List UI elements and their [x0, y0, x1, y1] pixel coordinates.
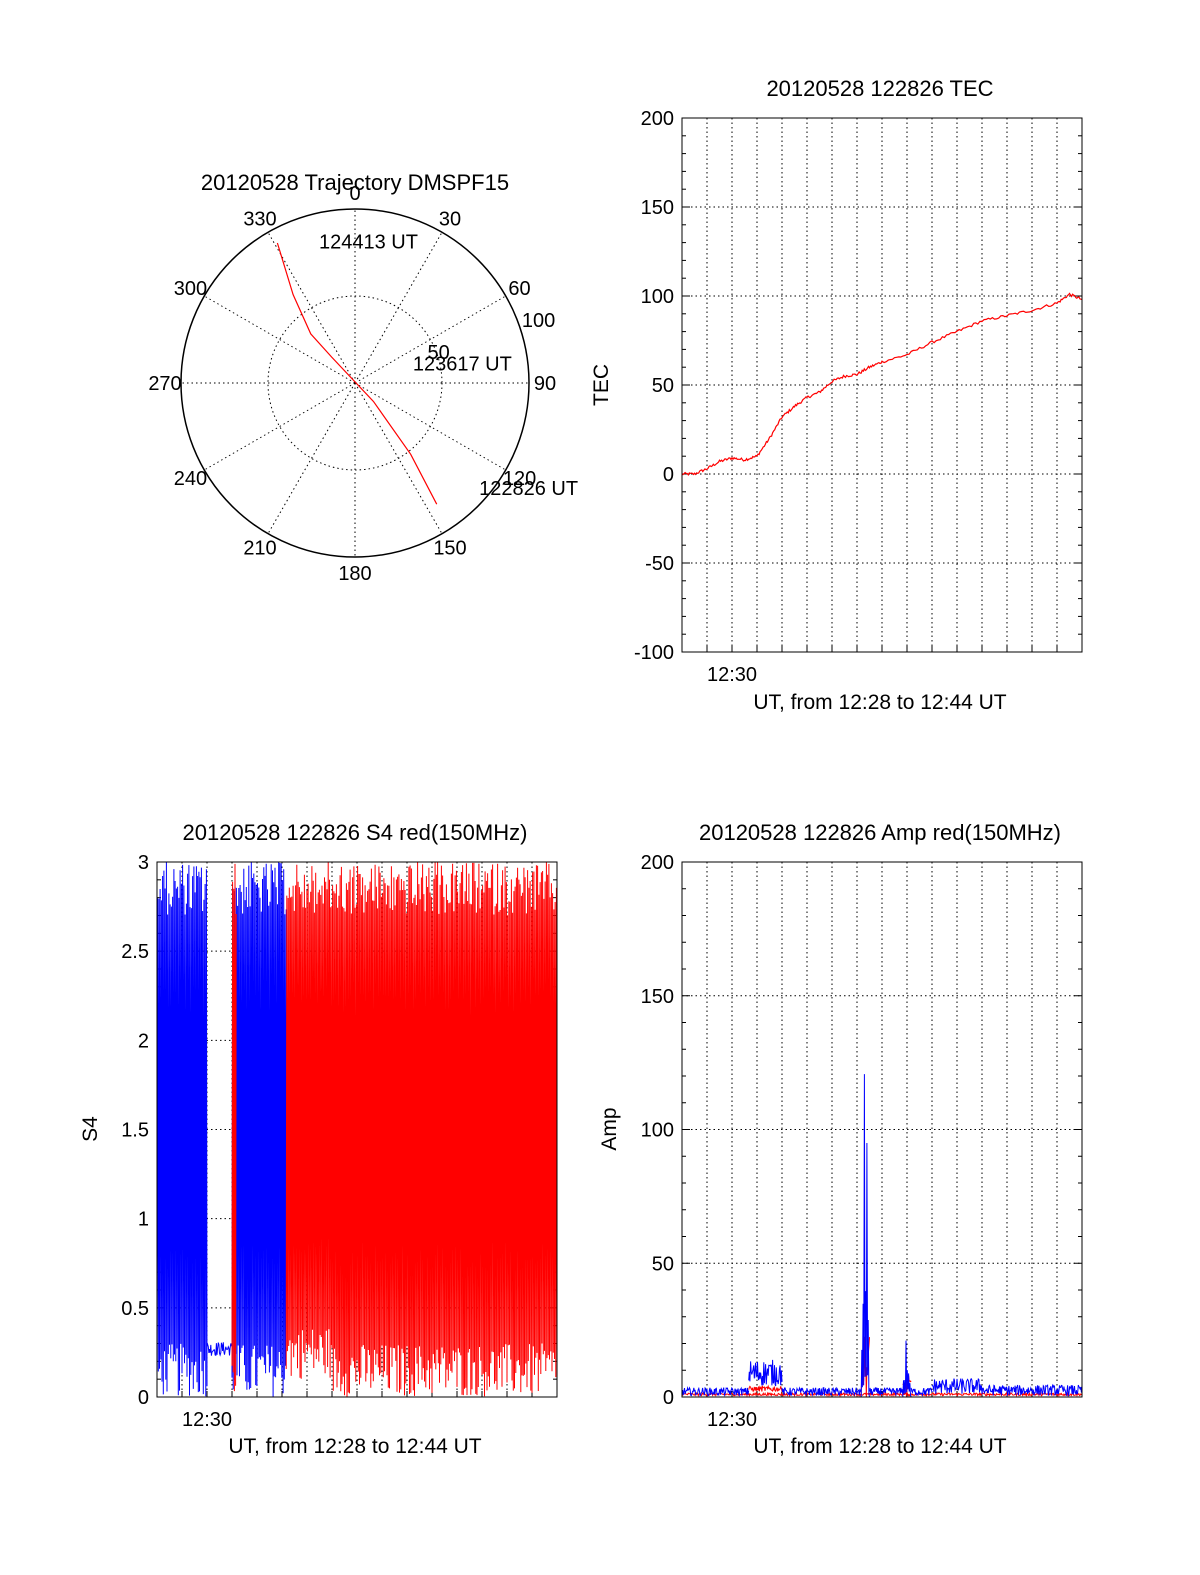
- y-tick-label: 2: [138, 1030, 149, 1052]
- y-tick-label: 1: [138, 1209, 149, 1231]
- series-trace-blue: [981, 1383, 1082, 1397]
- polar-angle-label: 90: [534, 373, 556, 395]
- s4-title: 20120528 122826 S4 red(150MHz): [183, 820, 528, 845]
- polar-title: 20120528 Trajectory DMSPF15: [201, 170, 509, 195]
- series-trace-blue: [910, 1387, 933, 1397]
- y-tick-label: 200: [641, 108, 674, 130]
- trajectory-polar-plot: 20120528 Trajectory DMSPF15 0 30 60 90 120 15…: [148, 170, 578, 585]
- y-tick-label: 2.5: [121, 941, 149, 963]
- amp-panel: 20120528 122826 Amp red(150MHz) UT, from…: [598, 820, 1083, 1458]
- polar-spoke: [267, 382, 356, 534]
- polar-angle-labels: 0 30 60 90 120 150 180 210 240 270 300 330 50 100: [148, 183, 556, 585]
- polar-angle-label: 210: [243, 538, 276, 560]
- polar-spoke: [204, 295, 356, 384]
- y-tick-label: 1.5: [121, 1120, 149, 1142]
- series-trace-red: [231, 863, 237, 1392]
- plot-data: [682, 292, 1082, 477]
- plot-frame: [681, 117, 1083, 653]
- polar-annotation: 123617 UT: [413, 354, 512, 376]
- x-tick-label: 12:30: [707, 1409, 757, 1431]
- y-tick-label: 0.5: [121, 1298, 149, 1320]
- series-trace-red: [331, 862, 557, 1397]
- tec-title: 20120528 122826 TEC: [766, 76, 993, 101]
- polar-grid: [180, 208, 530, 558]
- polar-trajectory: [276, 242, 438, 505]
- y-tick-label: -50: [645, 553, 674, 575]
- polar-trajectory-line: [276, 242, 438, 505]
- polar-spoke: [354, 382, 506, 471]
- tec-xlabel: UT, from 12:28 to 12:44 UT: [753, 691, 1006, 714]
- polar-spoke: [354, 232, 443, 384]
- y-tick-label: 100: [641, 286, 674, 308]
- polar-angle-label: 300: [174, 278, 207, 300]
- series-trace-blue: [157, 862, 208, 1397]
- y-tick-label: 200: [641, 852, 674, 874]
- polar-angle-label: 270: [148, 373, 181, 395]
- tec-plot-area: -100 -50 0 50 100 150 200 12:30: [634, 108, 1083, 686]
- plot-frame: [156, 861, 558, 1398]
- series-trace-blue: [231, 862, 287, 1397]
- y-tick-label: 50: [652, 1253, 674, 1275]
- polar-angle-label: 120: [503, 468, 536, 490]
- polar-annotation: 124413 UT: [319, 232, 418, 254]
- amp-plot-area: 0 50 100 150 200 12:30: [641, 852, 1083, 1431]
- x-tick-label: 12:30: [707, 664, 757, 686]
- polar-radial-label: 50: [428, 342, 450, 364]
- y-tick-label: 3: [138, 852, 149, 874]
- series-trace-blue: [902, 1340, 912, 1397]
- s4-plot-area: 0 0.5 1 1.5 2 2.5 3 12:30: [121, 852, 558, 1431]
- series-trace-blue: [682, 1386, 750, 1397]
- x-tick-label: 12:30: [182, 1409, 232, 1431]
- series-trace-blue: [931, 1377, 983, 1394]
- polar-angle-label: 0: [349, 183, 360, 205]
- series-trace-blue: [869, 1387, 904, 1396]
- polar-spoke: [354, 295, 506, 384]
- polar-outer-circle: [180, 208, 530, 558]
- y-tick-label: 0: [663, 1387, 674, 1409]
- tec-panel: 20120528 122826 TEC UT, from 12:28 to 12…: [590, 76, 1083, 714]
- s4-panel: 20120528 122826 S4 red(150MHz) UT, from …: [79, 820, 558, 1458]
- polar-angle-label: 180: [338, 563, 371, 585]
- y-tick-label: 150: [641, 197, 674, 219]
- y-tick-label: 0: [138, 1387, 149, 1409]
- y-tick-label: 100: [641, 1120, 674, 1142]
- amp-title: 20120528 122826 Amp red(150MHz): [699, 820, 1061, 845]
- y-tick-label: -100: [634, 642, 674, 664]
- series-line-red: [682, 292, 1082, 477]
- series-trace-red: [748, 1384, 783, 1393]
- polar-angle-label: 60: [508, 278, 530, 300]
- plot-data: [682, 1074, 1082, 1397]
- series-trace-blue: [860, 1074, 870, 1397]
- s4-xlabel: UT, from 12:28 to 12:44 UT: [228, 1435, 481, 1458]
- polar-annotations: 124413 UT 123617 UT 122826 UT: [319, 232, 578, 500]
- series-trace-blue: [781, 1386, 862, 1397]
- polar-annotation: 122826 UT: [479, 478, 578, 500]
- series-trace-red: [285, 862, 333, 1379]
- polar-spoke: [267, 232, 356, 384]
- series-trace-blue: [206, 1342, 233, 1357]
- polar-spoke: [204, 382, 356, 471]
- polar-angle-label: 240: [174, 468, 207, 490]
- polar-spoke: [354, 382, 443, 534]
- polar-angle-label: 330: [243, 208, 276, 230]
- series-trace-blue: [748, 1359, 783, 1387]
- polar-radial-label: 100: [522, 310, 555, 332]
- amp-ylabel: Amp: [598, 1107, 621, 1150]
- y-tick-label: 0: [663, 464, 674, 486]
- y-tick-label: 150: [641, 986, 674, 1008]
- plot-frame: [681, 861, 1083, 1398]
- tec-ylabel: TEC: [590, 364, 613, 406]
- polar-angle-label: 30: [439, 208, 461, 230]
- y-tick-label: 50: [652, 375, 674, 397]
- polar-angle-label: 150: [433, 538, 466, 560]
- amp-xlabel: UT, from 12:28 to 12:44 UT: [753, 1435, 1006, 1458]
- plot-data: [157, 862, 557, 1397]
- s4-ylabel: S4: [79, 1116, 102, 1142]
